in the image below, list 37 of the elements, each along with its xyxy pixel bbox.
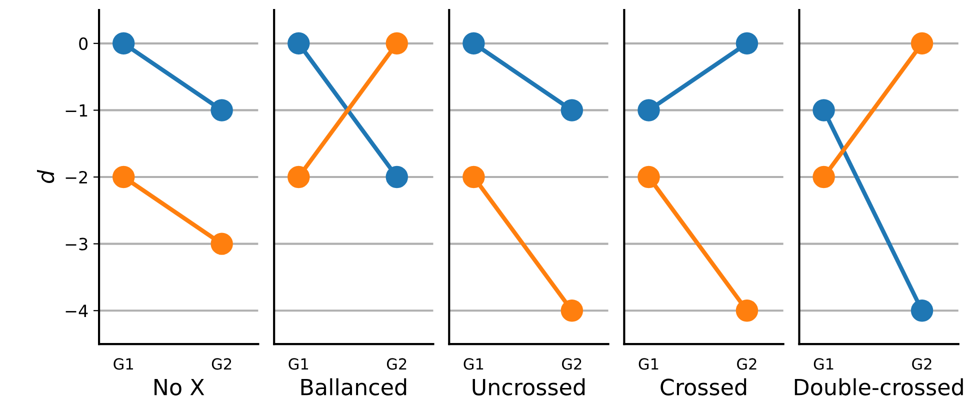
y-tick-label: 0 (79, 37, 88, 50)
point (560, 99, 584, 122)
x-axis-title: Uncrossed (472, 378, 585, 396)
point (910, 32, 934, 55)
x-tick-label: G1 (114, 358, 133, 370)
x-axis-title: No X (154, 378, 204, 396)
point (736, 32, 758, 55)
x-tick-label: G1 (288, 358, 308, 370)
y-tick-label: −2 (66, 170, 87, 184)
y-tick-label: −1 (66, 104, 88, 117)
x-axis-title: Double-crossed (794, 378, 963, 396)
x-tick-label: G2 (737, 358, 756, 370)
y-tick-label: −4 (66, 304, 88, 317)
y-axis-title: d (36, 170, 54, 184)
point (462, 32, 485, 55)
point (638, 166, 660, 188)
x-axis-title: Ballanced (301, 378, 406, 396)
point (210, 232, 233, 255)
point (560, 300, 584, 322)
y-tick-label: −3 (66, 238, 88, 250)
x-axis-title: Crossed (660, 378, 746, 396)
x-tick-label: G2 (912, 358, 932, 370)
x-tick-label: G1 (814, 358, 834, 370)
point (112, 166, 135, 188)
point (812, 166, 835, 188)
point (736, 300, 758, 322)
point (210, 99, 233, 122)
point (462, 166, 485, 188)
x-tick-label: G2 (212, 358, 232, 370)
x-tick-label: G2 (386, 358, 406, 370)
point (910, 300, 934, 322)
point (638, 99, 660, 122)
x-tick-label: G2 (562, 358, 582, 370)
point (112, 32, 135, 55)
x-tick-label: G1 (464, 358, 484, 370)
x-tick-label: G1 (638, 358, 658, 370)
point (812, 99, 835, 122)
